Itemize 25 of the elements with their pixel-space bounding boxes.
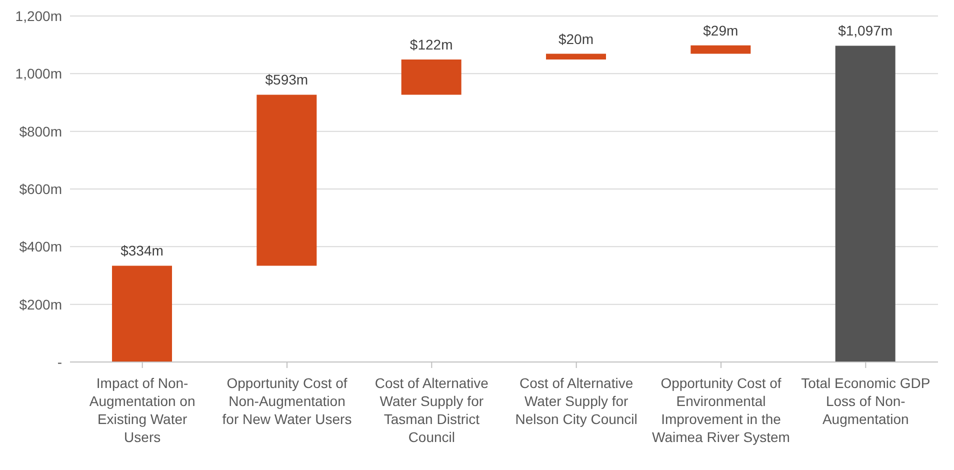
y-tick-label: - xyxy=(57,354,62,370)
data-label: $122m xyxy=(410,36,453,53)
y-tick-label: $400m xyxy=(19,238,62,255)
data-label: $29m xyxy=(703,22,738,38)
data-label: $1,097m xyxy=(838,22,893,39)
y-tick-label: $800m xyxy=(19,123,62,140)
bar xyxy=(546,54,606,60)
x-tick-label: Opportunity Cost of Environmental Improvement in the Waimea River System xyxy=(652,375,790,445)
bar xyxy=(835,46,896,362)
y-tick-label: $600m xyxy=(19,180,62,197)
x-tick-label: Impact of Non-Augmentation on Existing Water Users xyxy=(89,375,196,445)
y-tick-label: 1,200m xyxy=(15,8,62,24)
data-label: $334m xyxy=(120,242,164,259)
bar xyxy=(401,60,462,95)
data-label: $20m xyxy=(558,30,594,47)
bar xyxy=(112,266,172,362)
bar xyxy=(256,94,317,266)
x-tick-label: Total Economic GDP Loss of Non-Augmentation xyxy=(801,375,930,427)
y-tick-label: 1,000m xyxy=(15,66,62,82)
y-tick-label: $200m xyxy=(19,296,62,312)
data-label: $593m xyxy=(265,72,308,88)
x-tick-label: Cost of Alternative Water Supply for Nelson City Council xyxy=(515,375,638,427)
bar xyxy=(690,45,751,54)
x-tick-label: Opportunity Cost of Non-Augmentation for New Water Users xyxy=(222,375,352,427)
x-tick-label: Cost of Alternative Water Supply for Tasman District Council xyxy=(374,375,489,445)
